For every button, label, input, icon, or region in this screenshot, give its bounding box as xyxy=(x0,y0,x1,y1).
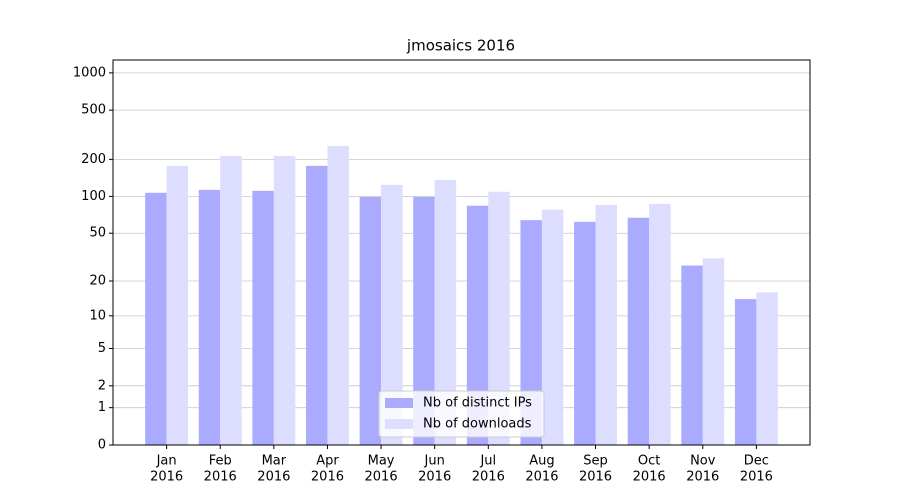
legend-box xyxy=(378,390,545,438)
legend-label: Nb of downloads xyxy=(423,417,532,432)
x-tick-label: Jul xyxy=(479,454,496,469)
bar xyxy=(734,299,757,445)
x-tick-label: 2016 xyxy=(579,470,612,485)
bar xyxy=(627,217,650,445)
legend-swatch xyxy=(385,419,413,429)
x-tick-label: 2016 xyxy=(472,470,505,485)
x-tick-label: Sep xyxy=(583,454,608,469)
bar xyxy=(702,258,725,445)
bar xyxy=(649,203,671,445)
x-tick-label: 2016 xyxy=(311,470,344,485)
x-tick-label: 2016 xyxy=(257,470,290,485)
legend-label: Nb of distinct IPs xyxy=(423,396,532,411)
x-tick-label: 2016 xyxy=(150,470,183,485)
bar xyxy=(756,292,778,445)
x-tick-label: Feb xyxy=(209,454,232,469)
bar xyxy=(381,184,403,445)
bar xyxy=(306,165,328,445)
bar xyxy=(595,205,617,445)
bar xyxy=(681,265,703,445)
x-tick-label: 2016 xyxy=(740,470,773,485)
y-tick-label: 1 xyxy=(98,400,106,415)
chart-title: jmosaics 2016 xyxy=(406,37,515,55)
y-tick-label: 1000 xyxy=(73,65,106,80)
x-tick-label: Jun xyxy=(424,454,445,469)
x-tick-label: 2016 xyxy=(633,470,666,485)
bar xyxy=(327,145,349,445)
bar xyxy=(145,192,167,445)
bar xyxy=(541,209,564,445)
x-tick-label: Nov xyxy=(690,454,716,469)
y-tick-label: 200 xyxy=(81,152,106,167)
x-tick-label: 2016 xyxy=(525,470,558,485)
legend-swatch xyxy=(385,398,413,408)
bar xyxy=(434,179,457,445)
bar xyxy=(273,155,296,445)
x-tick-label: Dec xyxy=(744,454,769,469)
x-tick-label: Apr xyxy=(316,454,339,469)
x-tick-label: Mar xyxy=(262,454,287,469)
plot-frame xyxy=(112,59,811,446)
y-tick-label: 100 xyxy=(81,189,106,204)
bar xyxy=(466,205,489,445)
y-tick-label: 500 xyxy=(81,103,106,118)
x-tick-label: May xyxy=(368,454,395,469)
y-tick-label: 50 xyxy=(89,226,106,241)
y-tick-label: 20 xyxy=(89,274,106,289)
bar xyxy=(220,155,242,445)
x-tick-label: 2016 xyxy=(204,470,237,485)
bar xyxy=(488,191,510,445)
bar xyxy=(166,165,189,445)
y-tick-label: 5 xyxy=(98,341,106,356)
bar xyxy=(198,189,221,445)
y-tick-label: 10 xyxy=(89,308,106,323)
x-tick-label: Jan xyxy=(156,454,177,469)
y-tick-label: 2 xyxy=(98,378,106,393)
x-tick-label: Oct xyxy=(638,454,660,469)
bar xyxy=(413,196,435,445)
x-tick-label: 2016 xyxy=(365,470,398,485)
bar xyxy=(359,196,382,445)
x-tick-label: 2016 xyxy=(418,470,451,485)
x-tick-label: 2016 xyxy=(686,470,719,485)
bar xyxy=(520,220,542,445)
x-tick-label: Aug xyxy=(529,454,554,469)
bar xyxy=(574,221,596,445)
y-tick-label: 0 xyxy=(98,438,106,453)
bar xyxy=(252,190,274,445)
